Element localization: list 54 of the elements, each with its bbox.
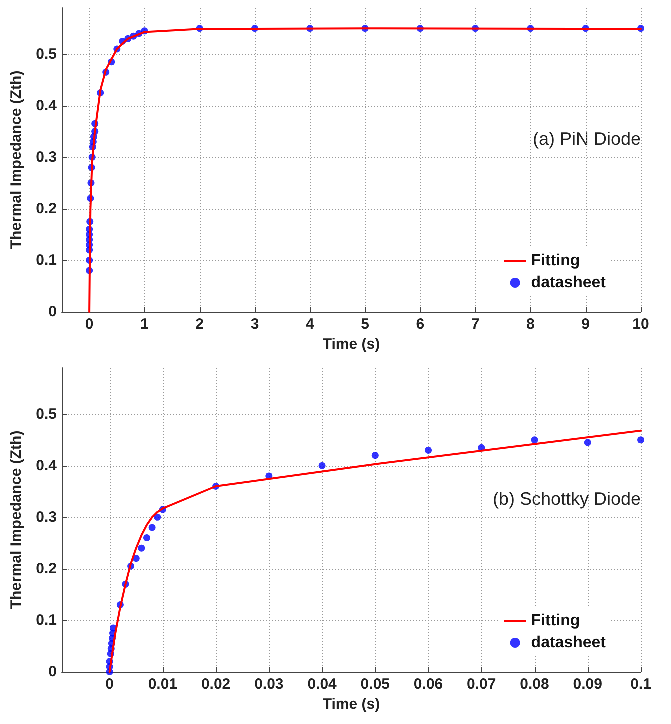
y-tick-label: 0.1 [36,252,57,269]
x-tick-label: 0.02 [201,676,231,693]
y-tick-label: 0.2 [36,560,57,578]
point [138,544,146,552]
y-tick-label: 0.3 [36,508,57,526]
point [154,514,162,521]
y-tick-label: 0.4 [36,97,58,114]
x-tick-label: 0.04 [308,676,338,693]
y-tick-label: 0.5 [36,406,57,423]
x-tick-label: 0.09 [573,676,602,693]
x-tick-label: 0 [85,316,94,333]
x-axis-title: Time (s) [322,336,380,353]
x-tick-label: 7 [471,316,480,333]
x-tick-label: 2 [196,316,204,333]
point [531,436,538,444]
y-axis-title: Thermal Impedance (Zth) [8,430,25,610]
point [584,439,592,446]
x-tick-label: 1 [140,316,149,333]
legend-label: datasheet [531,634,607,652]
x-tick-label: 0.06 [414,676,444,693]
point [148,524,156,532]
y-tick-label: 0.1 [36,612,57,629]
point [318,462,326,470]
x-tick-label: 8 [526,316,535,333]
x-tick-label: 9 [582,316,590,333]
x-tick-label: 0.01 [148,676,178,693]
point [372,452,379,460]
x-tick-label: 0.03 [254,676,284,693]
legend-label: datasheet [531,274,607,292]
x-tick-label: 5 [361,316,370,333]
x-tick-label: 6 [416,316,425,333]
y-axis-title: Thermal Impedance (Zth) [8,70,25,250]
x-tick-label: 0 [106,676,114,693]
legend-label: Fitting [531,252,580,270]
x-tick-label: 4 [306,316,315,333]
x-tick-label: 0.1 [630,676,652,693]
x-tick-label: 3 [250,316,260,333]
point [144,534,150,542]
annotation: (b) Schottky Diode [492,489,641,509]
x-tick-label: 0.05 [360,676,390,693]
legend-label: Fitting [531,612,580,630]
x-tick-label: 0.07 [467,676,496,693]
annotation: (a) PiN Diode [532,129,642,149]
point [425,446,432,454]
y-tick-label: 0.3 [36,148,57,166]
x-tick-label: 0.08 [520,676,550,693]
y-tick-label: 0.2 [36,200,57,218]
y-tick-label: 0.5 [36,46,57,63]
x-axis-title: Time (s) [322,696,380,713]
y-tick-label: 0 [48,664,57,680]
x-tick-label: 10 [632,316,650,333]
point [638,436,644,444]
y-tick-label: 0 [48,304,57,320]
y-tick-label: 0.4 [36,457,58,474]
